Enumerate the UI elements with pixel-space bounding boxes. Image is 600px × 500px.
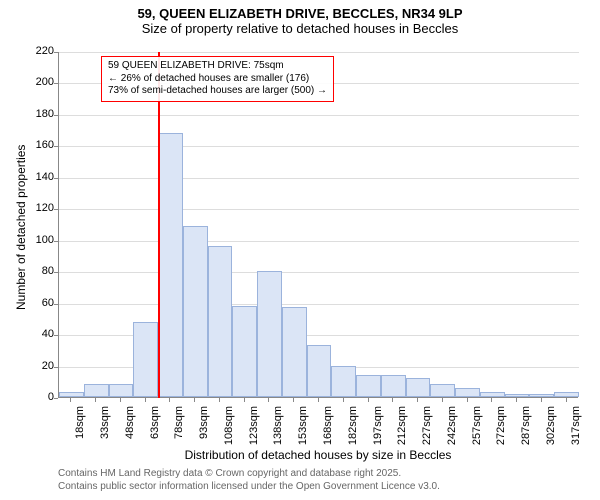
bar [183, 226, 208, 397]
bar [406, 378, 431, 397]
bar [480, 392, 505, 397]
bar [331, 366, 356, 397]
ytick-label: 180 [14, 108, 54, 120]
bar [430, 384, 455, 397]
xtick-mark [566, 398, 567, 402]
ytick-label: 160 [14, 139, 54, 151]
xtick-mark [145, 398, 146, 402]
ytick-label: 20 [14, 360, 54, 372]
ytick-label: 140 [14, 171, 54, 183]
ytick-label: 0 [14, 391, 54, 403]
bar [232, 306, 257, 397]
xtick-mark [293, 398, 294, 402]
bar [455, 388, 480, 397]
ytick-mark [54, 398, 58, 399]
bar [529, 394, 554, 397]
y-axis-label: Number of detached properties [14, 145, 28, 310]
xtick-mark [491, 398, 492, 402]
xtick-mark [368, 398, 369, 402]
xtick-mark [268, 398, 269, 402]
bar [554, 392, 579, 397]
ytick-label: 40 [14, 328, 54, 340]
xtick-mark [169, 398, 170, 402]
bar [133, 322, 158, 397]
ytick-label: 120 [14, 202, 54, 214]
xtick-mark [120, 398, 121, 402]
gridline [59, 304, 579, 305]
gridline [59, 115, 579, 116]
bar [282, 307, 307, 397]
annotation-line3: 73% of semi-detached houses are larger (… [108, 85, 327, 98]
xtick-mark [244, 398, 245, 402]
footer-attribution: Contains HM Land Registry data © Crown c… [58, 468, 440, 493]
bar [257, 271, 282, 397]
histogram-chart: 59, QUEEN ELIZABETH DRIVE, BECCLES, NR34… [0, 0, 600, 500]
xtick-mark [392, 398, 393, 402]
annotation-line1: 59 QUEEN ELIZABETH DRIVE: 75sqm [108, 60, 327, 73]
gridline [59, 272, 579, 273]
gridline [59, 52, 579, 53]
xtick-mark [194, 398, 195, 402]
bar [381, 375, 406, 397]
bar [505, 394, 530, 397]
xtick-mark [318, 398, 319, 402]
chart-title-block: 59, QUEEN ELIZABETH DRIVE, BECCLES, NR34… [0, 0, 600, 36]
gridline [59, 209, 579, 210]
footer-line2: Contains public sector information licen… [58, 481, 440, 494]
xtick-mark [95, 398, 96, 402]
chart-title-sub: Size of property relative to detached ho… [0, 21, 600, 36]
xtick-mark [70, 398, 71, 402]
ytick-label: 200 [14, 76, 54, 88]
ytick-label: 80 [14, 265, 54, 277]
xtick-mark [541, 398, 542, 402]
ytick-label: 60 [14, 297, 54, 309]
gridline [59, 241, 579, 242]
bar [208, 246, 233, 397]
xtick-mark [442, 398, 443, 402]
xtick-mark [343, 398, 344, 402]
annotation-line2: ← 26% of detached houses are smaller (17… [108, 73, 327, 86]
bar [158, 133, 183, 397]
gridline [59, 146, 579, 147]
ytick-label: 220 [14, 45, 54, 57]
bar [59, 392, 84, 397]
bar [84, 384, 109, 397]
marker-line [158, 52, 160, 398]
ytick-label: 100 [14, 234, 54, 246]
footer-line1: Contains HM Land Registry data © Crown c… [58, 468, 440, 481]
xtick-mark [219, 398, 220, 402]
x-axis-label: Distribution of detached houses by size … [58, 448, 578, 462]
plot-area: 59 QUEEN ELIZABETH DRIVE: 75sqm ← 26% of… [58, 52, 578, 398]
bar [356, 375, 381, 397]
xtick-mark [516, 398, 517, 402]
bar [109, 384, 134, 397]
bar [307, 345, 332, 397]
chart-title-main: 59, QUEEN ELIZABETH DRIVE, BECCLES, NR34… [0, 6, 600, 21]
xtick-mark [467, 398, 468, 402]
xtick-mark [417, 398, 418, 402]
gridline [59, 178, 579, 179]
annotation-box: 59 QUEEN ELIZABETH DRIVE: 75sqm ← 26% of… [101, 56, 334, 102]
